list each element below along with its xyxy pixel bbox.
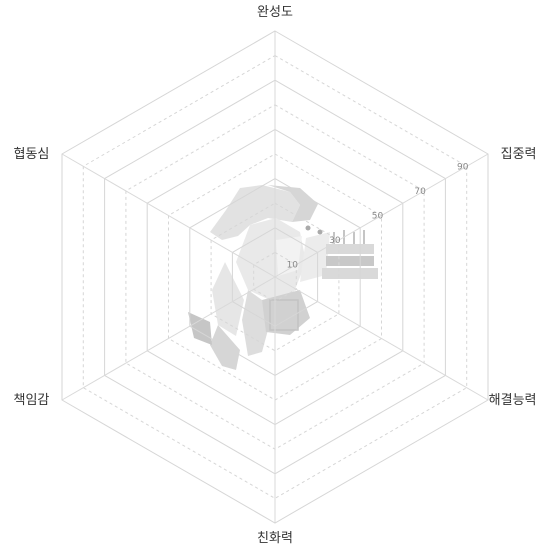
tick-label-50: 50	[372, 212, 384, 222]
spoke-5	[61, 153, 276, 278]
axis-label-3: 친화력	[257, 531, 293, 546]
axis-label-2: 해결능력	[489, 393, 537, 408]
radar-tick-labels: 10 30 50 70 90	[287, 162, 469, 270]
spoke-1	[274, 153, 489, 278]
tick-label-10: 10	[287, 261, 299, 271]
spoke-2	[274, 276, 489, 401]
axis-label-4: 책임감	[14, 393, 50, 408]
tick-label-30: 30	[329, 236, 341, 246]
axis-label-5: 협동심	[14, 147, 50, 162]
axis-label-0: 완성도	[257, 5, 293, 20]
tick-label-90: 90	[457, 162, 469, 172]
tick-label-70: 70	[414, 187, 426, 197]
radar-grid	[61, 30, 489, 524]
axis-label-1: 집중력	[501, 147, 537, 162]
spoke-4	[61, 276, 276, 401]
